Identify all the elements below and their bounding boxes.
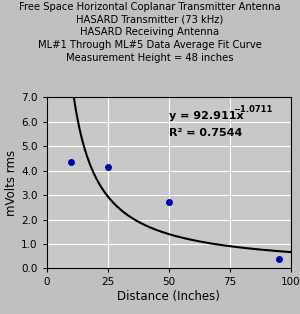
Text: −1.0711: −1.0711 (233, 105, 273, 114)
Y-axis label: mVolts rms: mVolts rms (5, 150, 18, 216)
Point (166, 200, 171, 205)
Point (68, 160, 74, 165)
X-axis label: Distance (Inches): Distance (Inches) (117, 290, 220, 303)
Point (276, 256, 281, 261)
Point (105, 165, 110, 170)
Text: R² = 0.7544: R² = 0.7544 (169, 128, 242, 138)
Text: Free Space Horizontal Coplanar Transmitter Antenna
HASARD Transmitter (73 kHz)
H: Free Space Horizontal Coplanar Transmitt… (19, 2, 281, 63)
Text: y = 92.911x: y = 92.911x (169, 111, 243, 121)
